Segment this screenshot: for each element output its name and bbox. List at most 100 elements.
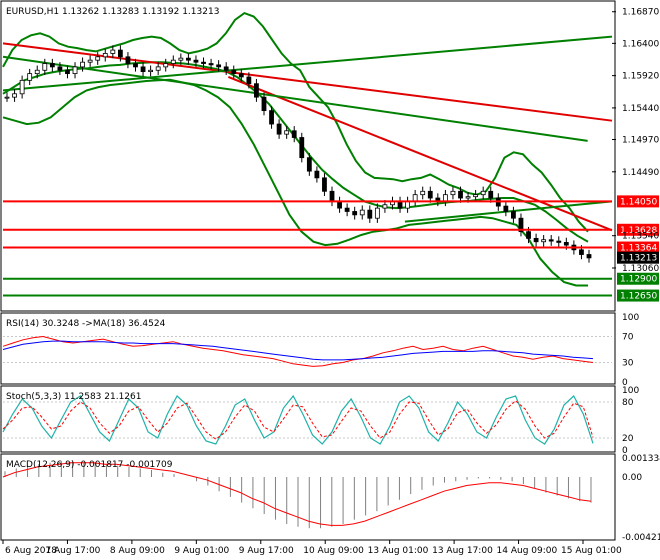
candle-body [216, 64, 222, 68]
candle-body [405, 200, 410, 209]
candle-body [201, 61, 206, 64]
x-tick-label: 9 Aug 17:00 [239, 546, 294, 556]
candle-body [337, 200, 342, 209]
axis-labels: 1.14050 1.13628 1.13364 1.12900 1.12650 1.132… [2, 8, 660, 556]
candle-body [299, 137, 305, 159]
price-ytick-label: 1.16870 [622, 8, 659, 18]
price-ytick-label: 1.13060 [622, 264, 659, 274]
candle-body [465, 196, 471, 199]
level-label-1.13364: 1.13364 [620, 244, 657, 254]
price-ytick-label: 1.15920 [622, 72, 659, 82]
level-label-1.13628: 1.13628 [620, 226, 657, 236]
candle-body [261, 96, 267, 112]
x-tick-label: 7 Aug 17:00 [45, 546, 100, 556]
rsi-ytick-label: 100 [622, 313, 639, 323]
candle-body [117, 49, 123, 58]
candle-body [254, 83, 259, 98]
candle-body [533, 237, 539, 243]
candle-body [95, 56, 101, 61]
candle-body [125, 56, 131, 64]
candle-body [102, 53, 108, 58]
candle-body [480, 190, 486, 196]
x-tick-label: 9 Aug 01:00 [174, 546, 229, 556]
price-panel[interactable] [2, 11, 613, 297]
green-trendline-short [404, 200, 613, 223]
price-ytick-label: 1.15440 [622, 104, 659, 114]
candle-body [110, 49, 116, 54]
stoch-signal-line [2, 400, 594, 440]
candle-body [427, 190, 433, 199]
rsi-panel[interactable] [2, 335, 612, 367]
candle-body [586, 254, 592, 259]
x-tick-label: 13 Aug 17:00 [432, 546, 493, 556]
macd-panel-frame [0, 453, 616, 541]
candle-body [359, 209, 365, 216]
current-price-box [617, 251, 659, 264]
stoch-ytick-label: 100 [622, 386, 639, 396]
price-ytick-label: 1.16400 [622, 39, 659, 49]
candle-body [276, 123, 282, 135]
candle-body [503, 205, 509, 212]
candle-body [208, 63, 214, 66]
candle-body [284, 130, 290, 135]
candle-body [579, 249, 584, 255]
x-tick-label: 8 Aug 09:00 [110, 546, 165, 556]
candle-body [87, 59, 93, 63]
macd-panel[interactable] [2, 461, 592, 529]
candle-body [178, 57, 184, 61]
rsi-panel-title: RSI(14) 30.3248 ->MA(18) 36.4524 [6, 319, 166, 329]
candle-body [382, 204, 388, 209]
candle-body [442, 194, 448, 202]
candle-body [246, 76, 252, 85]
rsi-panel-frame [0, 312, 616, 385]
macd-ytick-label: 0.001334 [622, 454, 660, 464]
red-trendline-lower [227, 76, 613, 232]
stoch-panel[interactable] [2, 394, 612, 445]
candle-body [231, 69, 237, 75]
candle-body [238, 73, 244, 78]
x-tick-label: 15 Aug 01:00 [561, 546, 622, 556]
candle-body [163, 63, 169, 68]
candle-body [367, 209, 373, 219]
candle-body [511, 211, 516, 219]
price-panel-title: EURUSD,H1 1.13262 1.13283 1.13192 1.1321… [6, 7, 219, 17]
stoch-ytick-label: 80 [622, 398, 634, 408]
candle-body [329, 190, 335, 202]
candle-body [34, 69, 40, 75]
candle-body [186, 57, 191, 61]
candle-body [563, 242, 569, 246]
candle-body [27, 73, 33, 81]
level-label-1.12650: 1.12650 [620, 292, 657, 302]
candle-body [541, 239, 547, 243]
level-label-box-1.13628 [617, 223, 659, 236]
x-tick-label: 13 Aug 01:00 [368, 546, 429, 556]
candle-body [412, 194, 418, 202]
rsi-ma-line [2, 340, 594, 361]
candle-body [306, 157, 312, 172]
candle-body [488, 190, 494, 199]
price-ytick-label: 1.14970 [622, 136, 659, 146]
level-label-1.12900: 1.12900 [620, 275, 657, 285]
candle-body [223, 66, 229, 71]
bollinger-upper-line [2, 11, 589, 233]
candle-body [148, 69, 154, 72]
price-ytick-label: 1.14490 [622, 168, 659, 178]
candle-body [314, 170, 320, 179]
stoch-ytick-label: 20 [622, 434, 634, 444]
rsi-ytick-label: 0 [622, 378, 628, 388]
price-panel-frame [0, 0, 616, 312]
candle-body [133, 63, 138, 68]
candle-body [548, 239, 554, 242]
candle-body [397, 200, 403, 209]
candle-body [4, 96, 10, 99]
candle-body [344, 207, 350, 212]
candle-body [65, 69, 70, 75]
rsi-ytick-label: 30 [622, 359, 634, 369]
stoch-main-line [2, 394, 594, 445]
candle-body [19, 79, 25, 95]
candle-body [49, 63, 55, 68]
macd-signal-line [2, 462, 592, 526]
candle-body [374, 207, 380, 219]
rsi-line [2, 335, 594, 367]
